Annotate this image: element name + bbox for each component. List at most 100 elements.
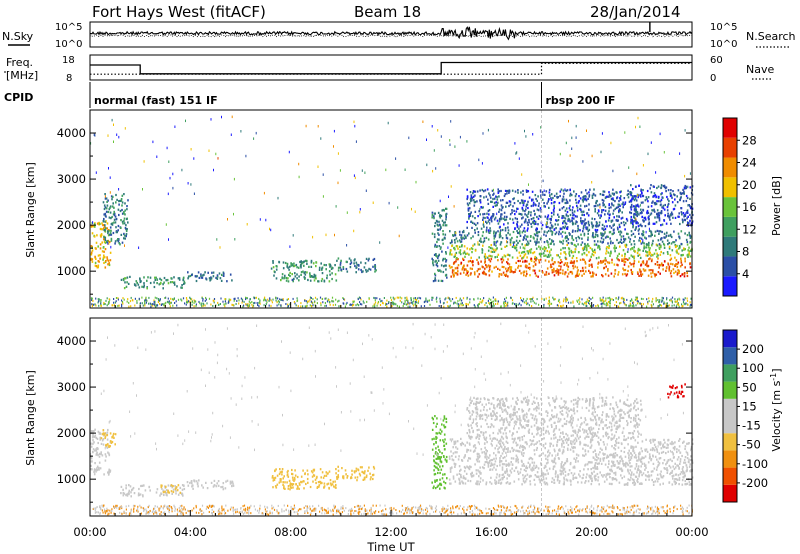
ground-scatter-cell bbox=[522, 509, 524, 512]
ground-scatter-cell bbox=[149, 302, 151, 305]
ground-scatter-cell bbox=[133, 508, 135, 511]
heatmap-cell bbox=[608, 261, 611, 264]
ground-scatter-cell bbox=[543, 303, 545, 306]
heatmap-cell bbox=[517, 241, 519, 245]
ground-scatter-cell bbox=[441, 510, 443, 513]
heatmap-cell bbox=[367, 269, 369, 272]
ground-scatter-cell bbox=[154, 303, 156, 306]
heatmap-cell bbox=[126, 228, 128, 231]
heatmap-cell bbox=[611, 192, 614, 195]
speckle-cell bbox=[379, 241, 381, 244]
heatmap-cell bbox=[553, 267, 555, 270]
heatmap-cell bbox=[169, 281, 172, 284]
heatmap-cell bbox=[459, 245, 461, 248]
ground-scatter-cell bbox=[394, 297, 396, 300]
heatmap-cell bbox=[540, 255, 542, 258]
ground-scatter-cell bbox=[680, 507, 682, 510]
heatmap-cell bbox=[500, 218, 502, 221]
heatmap-cell bbox=[494, 249, 497, 252]
heatmap-cell bbox=[442, 259, 444, 262]
heatmap-cell bbox=[664, 203, 666, 207]
ground-scatter-cell bbox=[97, 298, 99, 301]
ground-scatter-cell bbox=[217, 510, 219, 513]
ground-scatter-cell bbox=[144, 301, 146, 304]
ground-scatter-cell bbox=[269, 298, 271, 301]
heatmap-cell bbox=[640, 188, 642, 191]
heatmap-cell bbox=[108, 452, 110, 455]
heatmap-cell bbox=[587, 229, 590, 232]
heatmap-cell bbox=[550, 263, 552, 266]
ground-scatter-cell bbox=[436, 296, 438, 299]
heatmap-cell bbox=[608, 246, 610, 250]
speckle-cell bbox=[435, 167, 437, 170]
heatmap-cell bbox=[595, 224, 597, 227]
heatmap-cell bbox=[442, 242, 444, 245]
ground-scatter-cell bbox=[314, 296, 317, 299]
ground-scatter-cell bbox=[267, 298, 269, 301]
heatmap-cell bbox=[631, 255, 634, 258]
heatmap-cell bbox=[575, 198, 577, 201]
heatmap-cell bbox=[555, 227, 557, 230]
heatmap-cell bbox=[683, 190, 685, 193]
ground-scatter-cell bbox=[567, 511, 569, 514]
ground-scatter-cell bbox=[500, 305, 502, 308]
ground-scatter-cell bbox=[347, 512, 349, 515]
ground-scatter-cell bbox=[202, 299, 204, 302]
heatmap-cell bbox=[653, 252, 656, 255]
ground-scatter-cell bbox=[565, 296, 567, 299]
speckle-cell bbox=[489, 222, 491, 225]
ground-scatter-cell bbox=[376, 304, 378, 307]
heatmap-cell bbox=[440, 246, 442, 249]
heatmap-cell bbox=[637, 249, 639, 252]
heatmap-cell bbox=[558, 256, 561, 259]
speckle-cell bbox=[142, 188, 143, 191]
heatmap-cell bbox=[597, 225, 599, 228]
ground-scatter-cell bbox=[566, 297, 568, 300]
heatmap-cell bbox=[104, 220, 107, 223]
ground-scatter-cell bbox=[145, 296, 147, 299]
heatmap-cell bbox=[574, 195, 577, 198]
heatmap-cell bbox=[572, 264, 574, 267]
heatmap-cell bbox=[434, 279, 437, 282]
heatmap-cell bbox=[633, 195, 636, 198]
heatmap-cell bbox=[550, 248, 552, 251]
heatmap-cell bbox=[597, 246, 599, 249]
power-colorbar-swatch bbox=[723, 118, 737, 138]
ground-scatter-cell bbox=[106, 297, 108, 300]
heatmap-cell bbox=[651, 244, 653, 247]
heatmap-cell bbox=[478, 210, 480, 213]
ground-scatter-cell bbox=[288, 512, 290, 515]
heatmap-cell bbox=[479, 189, 481, 192]
heatmap-cell bbox=[674, 194, 676, 197]
heatmap-cell bbox=[603, 203, 605, 206]
ground-scatter-cell bbox=[481, 299, 483, 302]
heatmap-cell bbox=[517, 231, 520, 235]
heatmap-cell bbox=[507, 189, 509, 192]
heatmap-cell bbox=[499, 243, 502, 246]
ground-scatter-cell bbox=[647, 505, 649, 508]
heatmap-cell bbox=[551, 240, 553, 243]
ground-scatter-cell bbox=[276, 509, 278, 512]
heatmap-cell bbox=[674, 264, 676, 267]
heatmap-cell bbox=[614, 250, 616, 253]
heatmap-cell bbox=[583, 258, 585, 261]
heatmap-cell bbox=[669, 218, 671, 221]
heatmap-cell bbox=[573, 217, 575, 220]
heatmap-cell bbox=[650, 184, 652, 187]
heatmap-cell bbox=[566, 200, 569, 203]
heatmap-cell bbox=[483, 255, 486, 258]
heatmap-cell bbox=[560, 248, 562, 251]
heatmap-cell bbox=[648, 253, 650, 256]
heatmap-cell bbox=[508, 200, 511, 203]
heatmap-cell bbox=[488, 268, 491, 271]
heatmap-cell bbox=[685, 199, 688, 203]
heatmap-cell bbox=[570, 249, 573, 252]
heatmap-cell bbox=[462, 252, 465, 255]
ground-scatter-cell bbox=[152, 509, 154, 512]
speckle-cell bbox=[477, 241, 479, 244]
ground-scatter-cell bbox=[382, 513, 384, 516]
ground-scatter-cell bbox=[518, 302, 521, 305]
heatmap-cell bbox=[544, 247, 546, 251]
ground-scatter-cell bbox=[309, 296, 312, 299]
